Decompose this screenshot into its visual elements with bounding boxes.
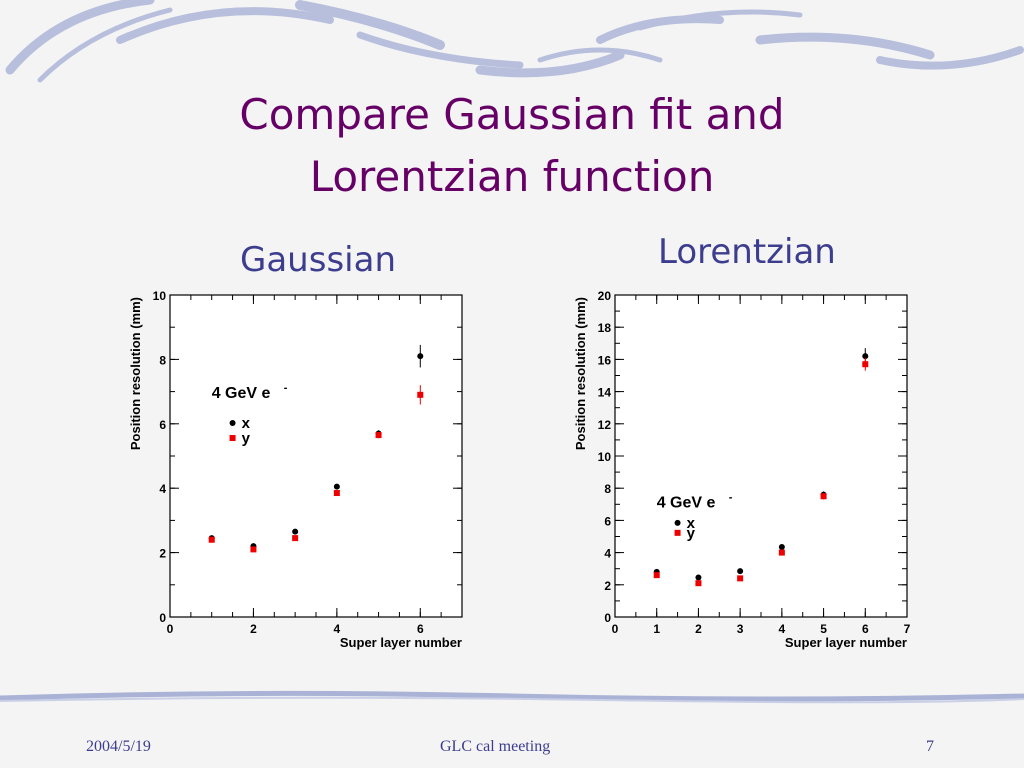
chart1-xtick-label: 6 xyxy=(862,622,869,636)
chart0-ytick-label: 10 xyxy=(153,289,167,303)
slide-title-line1: Compare Gaussian fit and xyxy=(239,90,785,139)
chart1-xlabel: Super layer number xyxy=(785,635,907,650)
chart1-ylabel: Position resolution (mm) xyxy=(573,297,588,450)
chart1-point-y xyxy=(695,580,702,587)
footer-center: GLC cal meeting xyxy=(440,738,551,755)
chart0-point-x xyxy=(417,353,424,360)
chart1-xtick-label: 7 xyxy=(904,622,911,636)
chart1-point-x xyxy=(737,568,744,575)
chart1-xtick-label: 5 xyxy=(820,622,827,636)
chart1-legend-label-x: x xyxy=(687,515,696,532)
chart1-ytick-label: 12 xyxy=(598,418,612,432)
chart1-xtick-label: 0 xyxy=(612,622,619,636)
chart0-point-x xyxy=(333,483,340,490)
chart0-ytick-label: 8 xyxy=(159,353,166,367)
chart0-point-y xyxy=(250,546,257,553)
chart0-xtick-label: 2 xyxy=(250,622,257,636)
chart1-xtick-label: 2 xyxy=(695,622,702,636)
chart1-point-y xyxy=(862,361,869,368)
chart1-legend-marker-y xyxy=(674,529,681,536)
chart0-point-y xyxy=(333,490,340,497)
chart1-plot-frame xyxy=(614,294,908,618)
chart1-annotation: 4 GeV e xyxy=(657,495,716,512)
chart1-legend-marker-x xyxy=(674,519,681,526)
footer-page-number: 7 xyxy=(926,738,934,755)
subtitle-gaussian: Gaussian xyxy=(240,240,396,280)
footer-date: 2004/5/19 xyxy=(86,738,151,755)
chart1-ytick-label: 14 xyxy=(598,386,612,400)
footer-divider xyxy=(0,690,1024,704)
chart0-plot-frame xyxy=(169,294,463,618)
chart0-xtick-label: 6 xyxy=(417,622,424,636)
chart0-annotation: 4 GeV e xyxy=(212,385,271,402)
chart1-ytick-label: 16 xyxy=(598,353,612,367)
chart1-ytick-label: 10 xyxy=(598,450,612,464)
chart0-ytick-label: 2 xyxy=(159,547,166,561)
chart0-annotation-sup: - xyxy=(284,382,288,394)
chart0-ylabel: Position resolution (mm) xyxy=(128,297,143,450)
chart1-ytick-label: 2 xyxy=(604,579,611,593)
chart0-xtick-label: 0 xyxy=(167,622,174,636)
chart0-point-y xyxy=(208,536,215,543)
chart0-point-y xyxy=(417,391,424,398)
chart0-point-x xyxy=(292,528,299,535)
chart0-xlabel: Super layer number xyxy=(340,635,462,650)
chart1-point-y xyxy=(737,575,744,582)
chart1-point-y xyxy=(820,493,827,500)
chart1-point-x xyxy=(862,353,869,360)
slide-title-line2: Lorentzian function xyxy=(309,152,715,201)
chart0-point-y xyxy=(375,432,382,439)
chart1-xtick-label: 4 xyxy=(779,622,786,636)
chart1-ytick-label: 6 xyxy=(604,514,611,528)
chart1-point-x xyxy=(778,543,785,550)
chart1-xtick-label: 1 xyxy=(653,622,660,636)
chart0-legend-marker-y xyxy=(229,435,236,442)
chart1-point-y xyxy=(653,572,660,579)
chart1-ytick-label: 8 xyxy=(604,482,611,496)
chart0-ytick-label: 6 xyxy=(159,418,166,432)
chart1-point-x xyxy=(695,574,702,581)
chart0-legend-marker-x xyxy=(229,420,236,427)
chart1-point-y xyxy=(778,549,785,556)
chart1-ytick-label: 4 xyxy=(604,547,611,561)
chart1-annotation-sup: - xyxy=(729,492,733,504)
chart1-legend-label-y: y xyxy=(687,525,696,542)
chart0-xtick-label: 4 xyxy=(334,622,341,636)
chart0-point-y xyxy=(292,535,299,542)
decorative-header-swooshes xyxy=(5,0,1024,83)
subtitle-lorentzian: Lorentzian xyxy=(658,232,836,272)
chart0-ytick-label: 0 xyxy=(159,611,166,625)
chart1-ytick-label: 0 xyxy=(604,611,611,625)
chart1-xtick-label: 3 xyxy=(737,622,744,636)
chart1-ytick-label: 20 xyxy=(598,289,612,303)
chart0-legend-label-y: y xyxy=(242,430,251,447)
chart1-ytick-label: 18 xyxy=(598,321,612,335)
chart0-legend-label-x: x xyxy=(242,415,251,432)
chart0-ytick-label: 4 xyxy=(159,482,166,496)
